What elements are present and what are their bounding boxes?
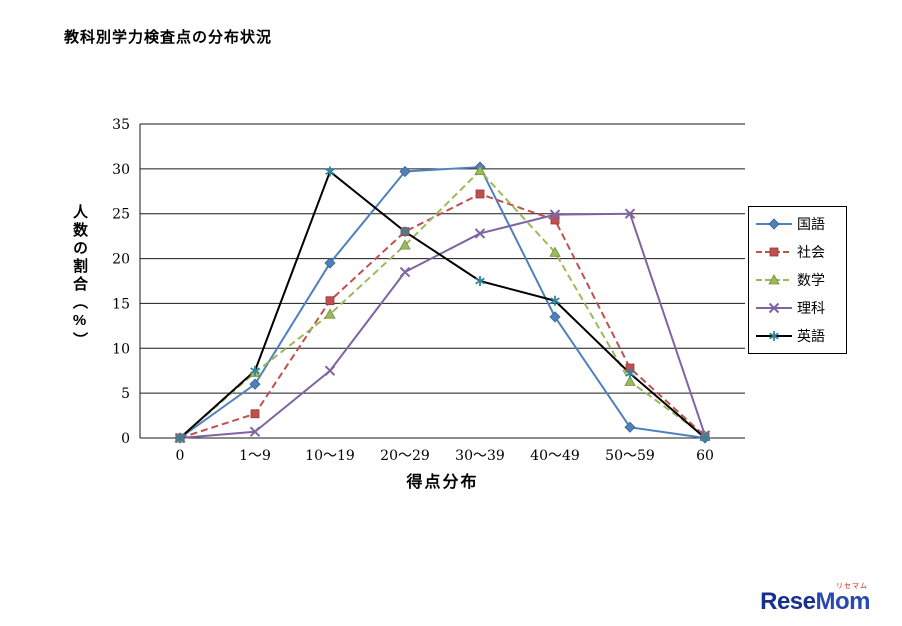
series-line-0 xyxy=(179,166,706,439)
x-marker xyxy=(624,208,636,219)
legend-item-2: 数学 xyxy=(755,270,840,290)
x-marker xyxy=(249,426,261,437)
triangle-marker xyxy=(474,164,486,176)
asterisk-marker xyxy=(175,434,185,442)
x-marker xyxy=(324,365,336,376)
legend: 国語社会数学理科英語 xyxy=(748,206,847,354)
asterisk-marker xyxy=(325,168,335,175)
series-line-3 xyxy=(179,212,706,439)
triangle-marker xyxy=(768,274,780,285)
series-line-2 xyxy=(179,169,706,439)
y-tick-label: 0 xyxy=(121,431,130,447)
asterisk-marker xyxy=(769,332,779,340)
triangle-marker xyxy=(624,375,636,386)
legend-label: 国語 xyxy=(797,217,825,233)
x-marker xyxy=(474,228,486,239)
asterisk-marker xyxy=(700,434,710,442)
x-tick-label: 50〜59 xyxy=(605,448,655,464)
square-marker xyxy=(769,247,779,257)
triangle-marker xyxy=(324,308,336,319)
y-tick-label: 30 xyxy=(112,162,130,178)
diamond-marker xyxy=(324,257,336,269)
logo-ruby-text: リセマム xyxy=(836,583,868,590)
x-tick-label: 40〜49 xyxy=(530,448,580,464)
y-tick-label: 15 xyxy=(112,296,130,312)
asterisk-marker xyxy=(550,297,560,305)
square-marker xyxy=(325,296,335,306)
asterisk-marker xyxy=(625,370,635,377)
asterisk-marker xyxy=(250,367,260,375)
x-tick-label: 60 xyxy=(696,448,714,464)
y-axis-title: 人数の割合（%） xyxy=(71,204,88,350)
legend-marker-square xyxy=(756,247,792,257)
square-marker xyxy=(475,189,485,199)
resemom-logo: リセマム ReseMom xyxy=(760,583,870,614)
y-tick-label: 20 xyxy=(112,252,130,268)
diamond-marker xyxy=(249,378,261,390)
diamond-marker xyxy=(399,165,411,178)
legend-label: 理科 xyxy=(797,301,825,317)
square-marker xyxy=(250,409,260,419)
x-marker xyxy=(768,302,780,314)
x-tick-label: 30〜39 xyxy=(455,448,505,464)
triangle-marker xyxy=(549,246,561,257)
legend-item-4: 英語 xyxy=(755,326,840,346)
y-tick-label: 35 xyxy=(112,117,130,133)
asterisk-marker xyxy=(475,277,485,285)
y-tick-label: 10 xyxy=(112,341,130,357)
chart-title: 教科別学力検査点の分布状況 xyxy=(64,29,273,46)
x-tick-label: 1〜9 xyxy=(239,448,271,464)
legend-marker-triangle xyxy=(756,274,792,285)
series-line-1 xyxy=(179,192,706,439)
legend-label: 数学 xyxy=(797,273,825,289)
x-axis-title: 得点分布 xyxy=(406,474,479,491)
logo-text-secondary: Mom xyxy=(815,588,871,615)
legend-label: 英語 xyxy=(797,329,825,345)
y-tick-label: 5 xyxy=(121,386,130,402)
x-marker xyxy=(399,266,411,278)
series-line-4 xyxy=(179,170,706,439)
x-tick-label: 10〜19 xyxy=(305,448,355,464)
triangle-marker xyxy=(399,239,411,250)
legend-item-3: 理科 xyxy=(755,298,840,318)
y-tick-label: 25 xyxy=(112,207,130,223)
x-tick-label: 20〜29 xyxy=(380,448,430,464)
diamond-marker xyxy=(549,311,561,323)
legend-item-0: 国語 xyxy=(755,214,840,234)
x-tick-label: 0 xyxy=(176,448,185,464)
logo-text-primary: Rese xyxy=(760,588,816,615)
diamond-marker xyxy=(768,218,780,230)
legend-marker-asterisk xyxy=(756,331,792,341)
asterisk-marker xyxy=(400,228,410,236)
diamond-marker xyxy=(624,421,636,433)
legend-label: 社会 xyxy=(797,245,825,261)
legend-marker-diamond xyxy=(756,218,792,230)
legend-marker-x xyxy=(756,302,792,314)
legend-item-1: 社会 xyxy=(755,242,840,262)
x-marker xyxy=(549,209,561,220)
